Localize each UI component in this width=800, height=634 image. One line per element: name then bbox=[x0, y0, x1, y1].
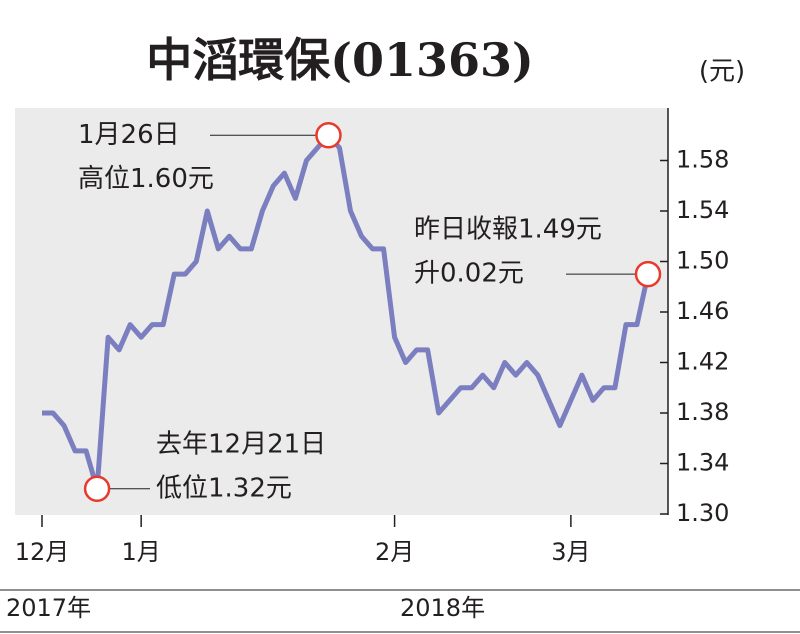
annotation: 1月26日 bbox=[78, 120, 180, 150]
annotation: 高位1.60元 bbox=[78, 164, 214, 194]
annotation: 昨日收報1.49元 bbox=[414, 215, 602, 245]
y-tick-label: 1.42 bbox=[676, 348, 729, 376]
y-tick-label: 1.34 bbox=[676, 449, 729, 477]
x-tick-label: 12月 bbox=[15, 538, 70, 566]
price-line bbox=[42, 132, 651, 492]
y-tick-label: 1.58 bbox=[676, 146, 729, 174]
marker bbox=[634, 260, 662, 288]
y-tick-label: 1.30 bbox=[676, 499, 729, 527]
y-tick-label: 1.50 bbox=[676, 247, 729, 275]
x-tick-label: 1月 bbox=[122, 538, 161, 566]
unit-label: (元) bbox=[699, 57, 745, 87]
marker bbox=[83, 475, 111, 502]
marker bbox=[315, 122, 342, 149]
x-tick-label: 3月 bbox=[551, 538, 590, 566]
y-tick-label: 1.46 bbox=[676, 297, 729, 325]
y-tick-label: 1.38 bbox=[676, 398, 729, 426]
chart-title: 中滔環保(01363) bbox=[146, 33, 534, 87]
annotation: 低位1.32元 bbox=[156, 473, 292, 503]
year-label: 2018年 bbox=[400, 594, 485, 622]
x-tick-label: 2月 bbox=[375, 538, 414, 566]
year-label: 2017年 bbox=[6, 594, 91, 622]
annotation: 升0.02元 bbox=[414, 259, 524, 289]
plot-area bbox=[15, 108, 668, 515]
annotation: 去年12月21日 bbox=[156, 429, 326, 459]
y-tick-label: 1.54 bbox=[676, 196, 729, 224]
